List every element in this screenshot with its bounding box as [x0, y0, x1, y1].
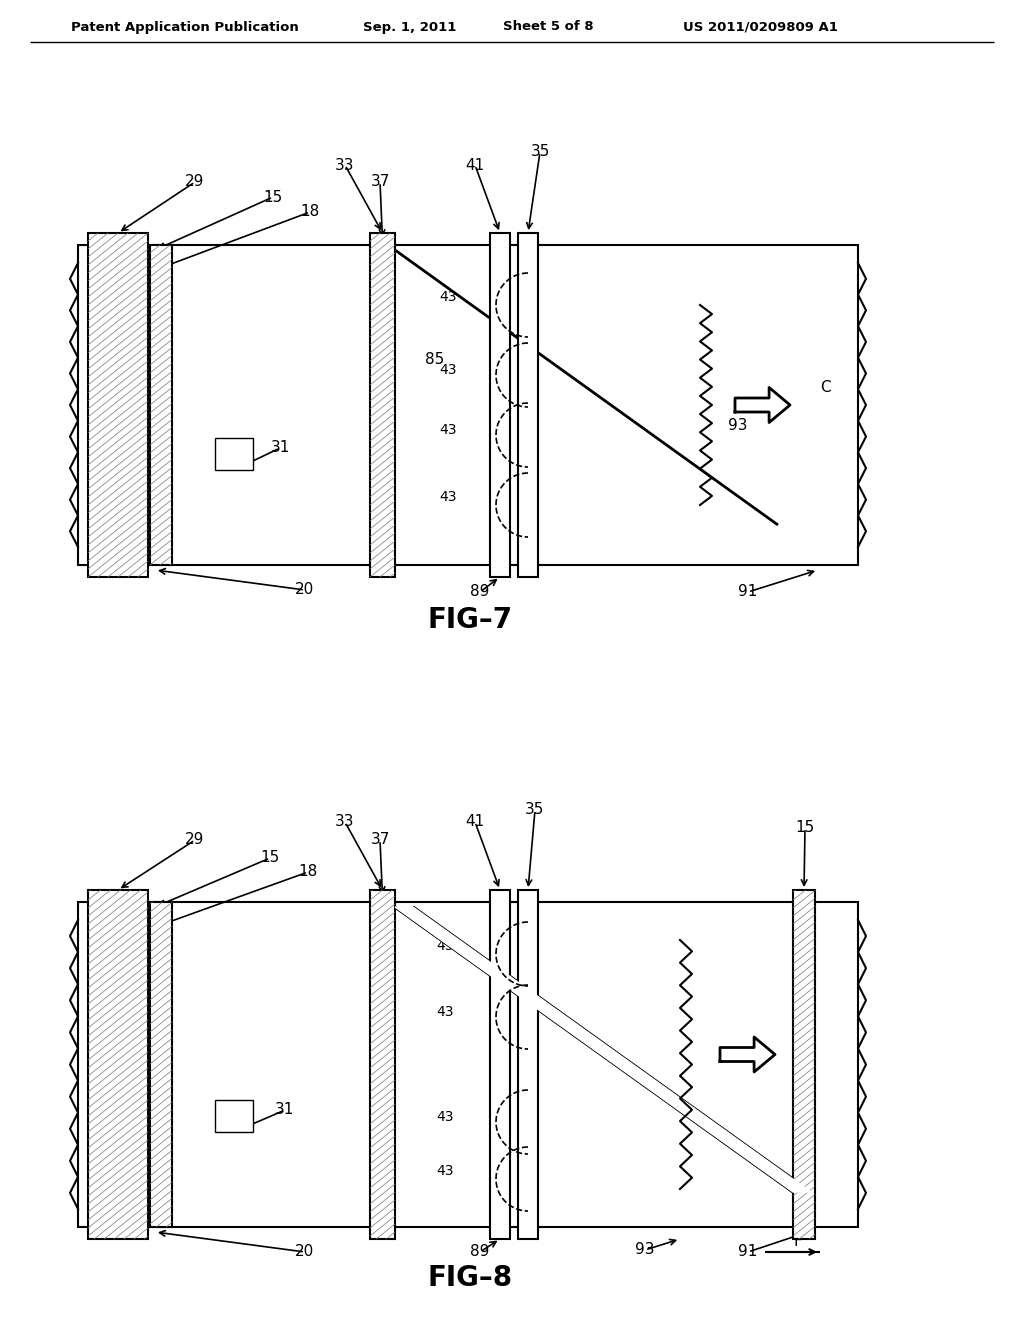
Text: US 2011/0209809 A1: US 2011/0209809 A1	[683, 21, 838, 33]
Text: 29: 29	[185, 833, 205, 847]
Bar	[88, 234, 148, 577]
Text: Sheet 5 of 8: Sheet 5 of 8	[503, 21, 593, 33]
Text: F: F	[794, 1234, 803, 1250]
Text: 91: 91	[738, 585, 758, 599]
Text: 20: 20	[295, 582, 314, 598]
Bar	[490, 234, 510, 577]
Text: 41: 41	[465, 157, 484, 173]
Text: 35: 35	[530, 144, 550, 160]
Text: 37: 37	[371, 174, 390, 190]
Bar	[518, 890, 538, 1239]
Text: FIG–8: FIG–8	[427, 1265, 513, 1292]
Text: 43: 43	[439, 290, 457, 304]
Bar	[370, 890, 395, 1239]
Text: 43: 43	[436, 1005, 454, 1019]
Bar	[793, 890, 815, 1239]
Bar	[490, 890, 510, 1239]
Text: FIG–7: FIG–7	[427, 606, 513, 634]
Text: 15: 15	[260, 850, 280, 866]
Bar	[88, 890, 148, 1239]
Text: 31: 31	[275, 1102, 295, 1118]
Text: 89: 89	[470, 585, 489, 599]
Text: 15: 15	[796, 821, 815, 836]
Bar	[150, 246, 172, 565]
Text: 43: 43	[436, 1164, 454, 1177]
Text: 20: 20	[295, 1245, 314, 1259]
Polygon shape	[720, 1038, 775, 1072]
Text: Patent Application Publication: Patent Application Publication	[71, 21, 299, 33]
Text: 35: 35	[525, 803, 545, 817]
Text: 33: 33	[335, 157, 354, 173]
Polygon shape	[395, 907, 811, 1192]
Bar	[78, 902, 858, 1228]
Bar	[78, 246, 858, 565]
Text: 93: 93	[635, 1242, 654, 1258]
Text: 15: 15	[263, 190, 283, 205]
Bar	[518, 234, 538, 577]
Text: 18: 18	[300, 205, 319, 219]
Text: 43: 43	[439, 422, 457, 437]
Bar	[215, 438, 253, 470]
Text: 31: 31	[270, 441, 290, 455]
Text: 43: 43	[436, 1110, 454, 1125]
Text: 43: 43	[439, 490, 457, 504]
Bar	[370, 234, 395, 577]
Text: 91: 91	[738, 1245, 758, 1259]
Text: 41: 41	[465, 814, 484, 829]
Text: 18: 18	[298, 865, 317, 879]
Text: 93: 93	[728, 417, 748, 433]
Text: 89: 89	[470, 1245, 489, 1259]
Text: C: C	[805, 1030, 815, 1044]
Text: Sep. 1, 2011: Sep. 1, 2011	[364, 21, 457, 33]
Text: 33: 33	[335, 814, 354, 829]
Text: 85: 85	[425, 352, 444, 367]
Text: 43: 43	[436, 939, 454, 953]
Text: 37: 37	[371, 833, 390, 847]
Text: 43: 43	[439, 363, 457, 378]
Bar	[150, 902, 172, 1228]
Polygon shape	[735, 388, 790, 422]
Text: C: C	[819, 380, 830, 395]
Bar	[215, 1100, 253, 1133]
Text: 29: 29	[185, 174, 205, 190]
